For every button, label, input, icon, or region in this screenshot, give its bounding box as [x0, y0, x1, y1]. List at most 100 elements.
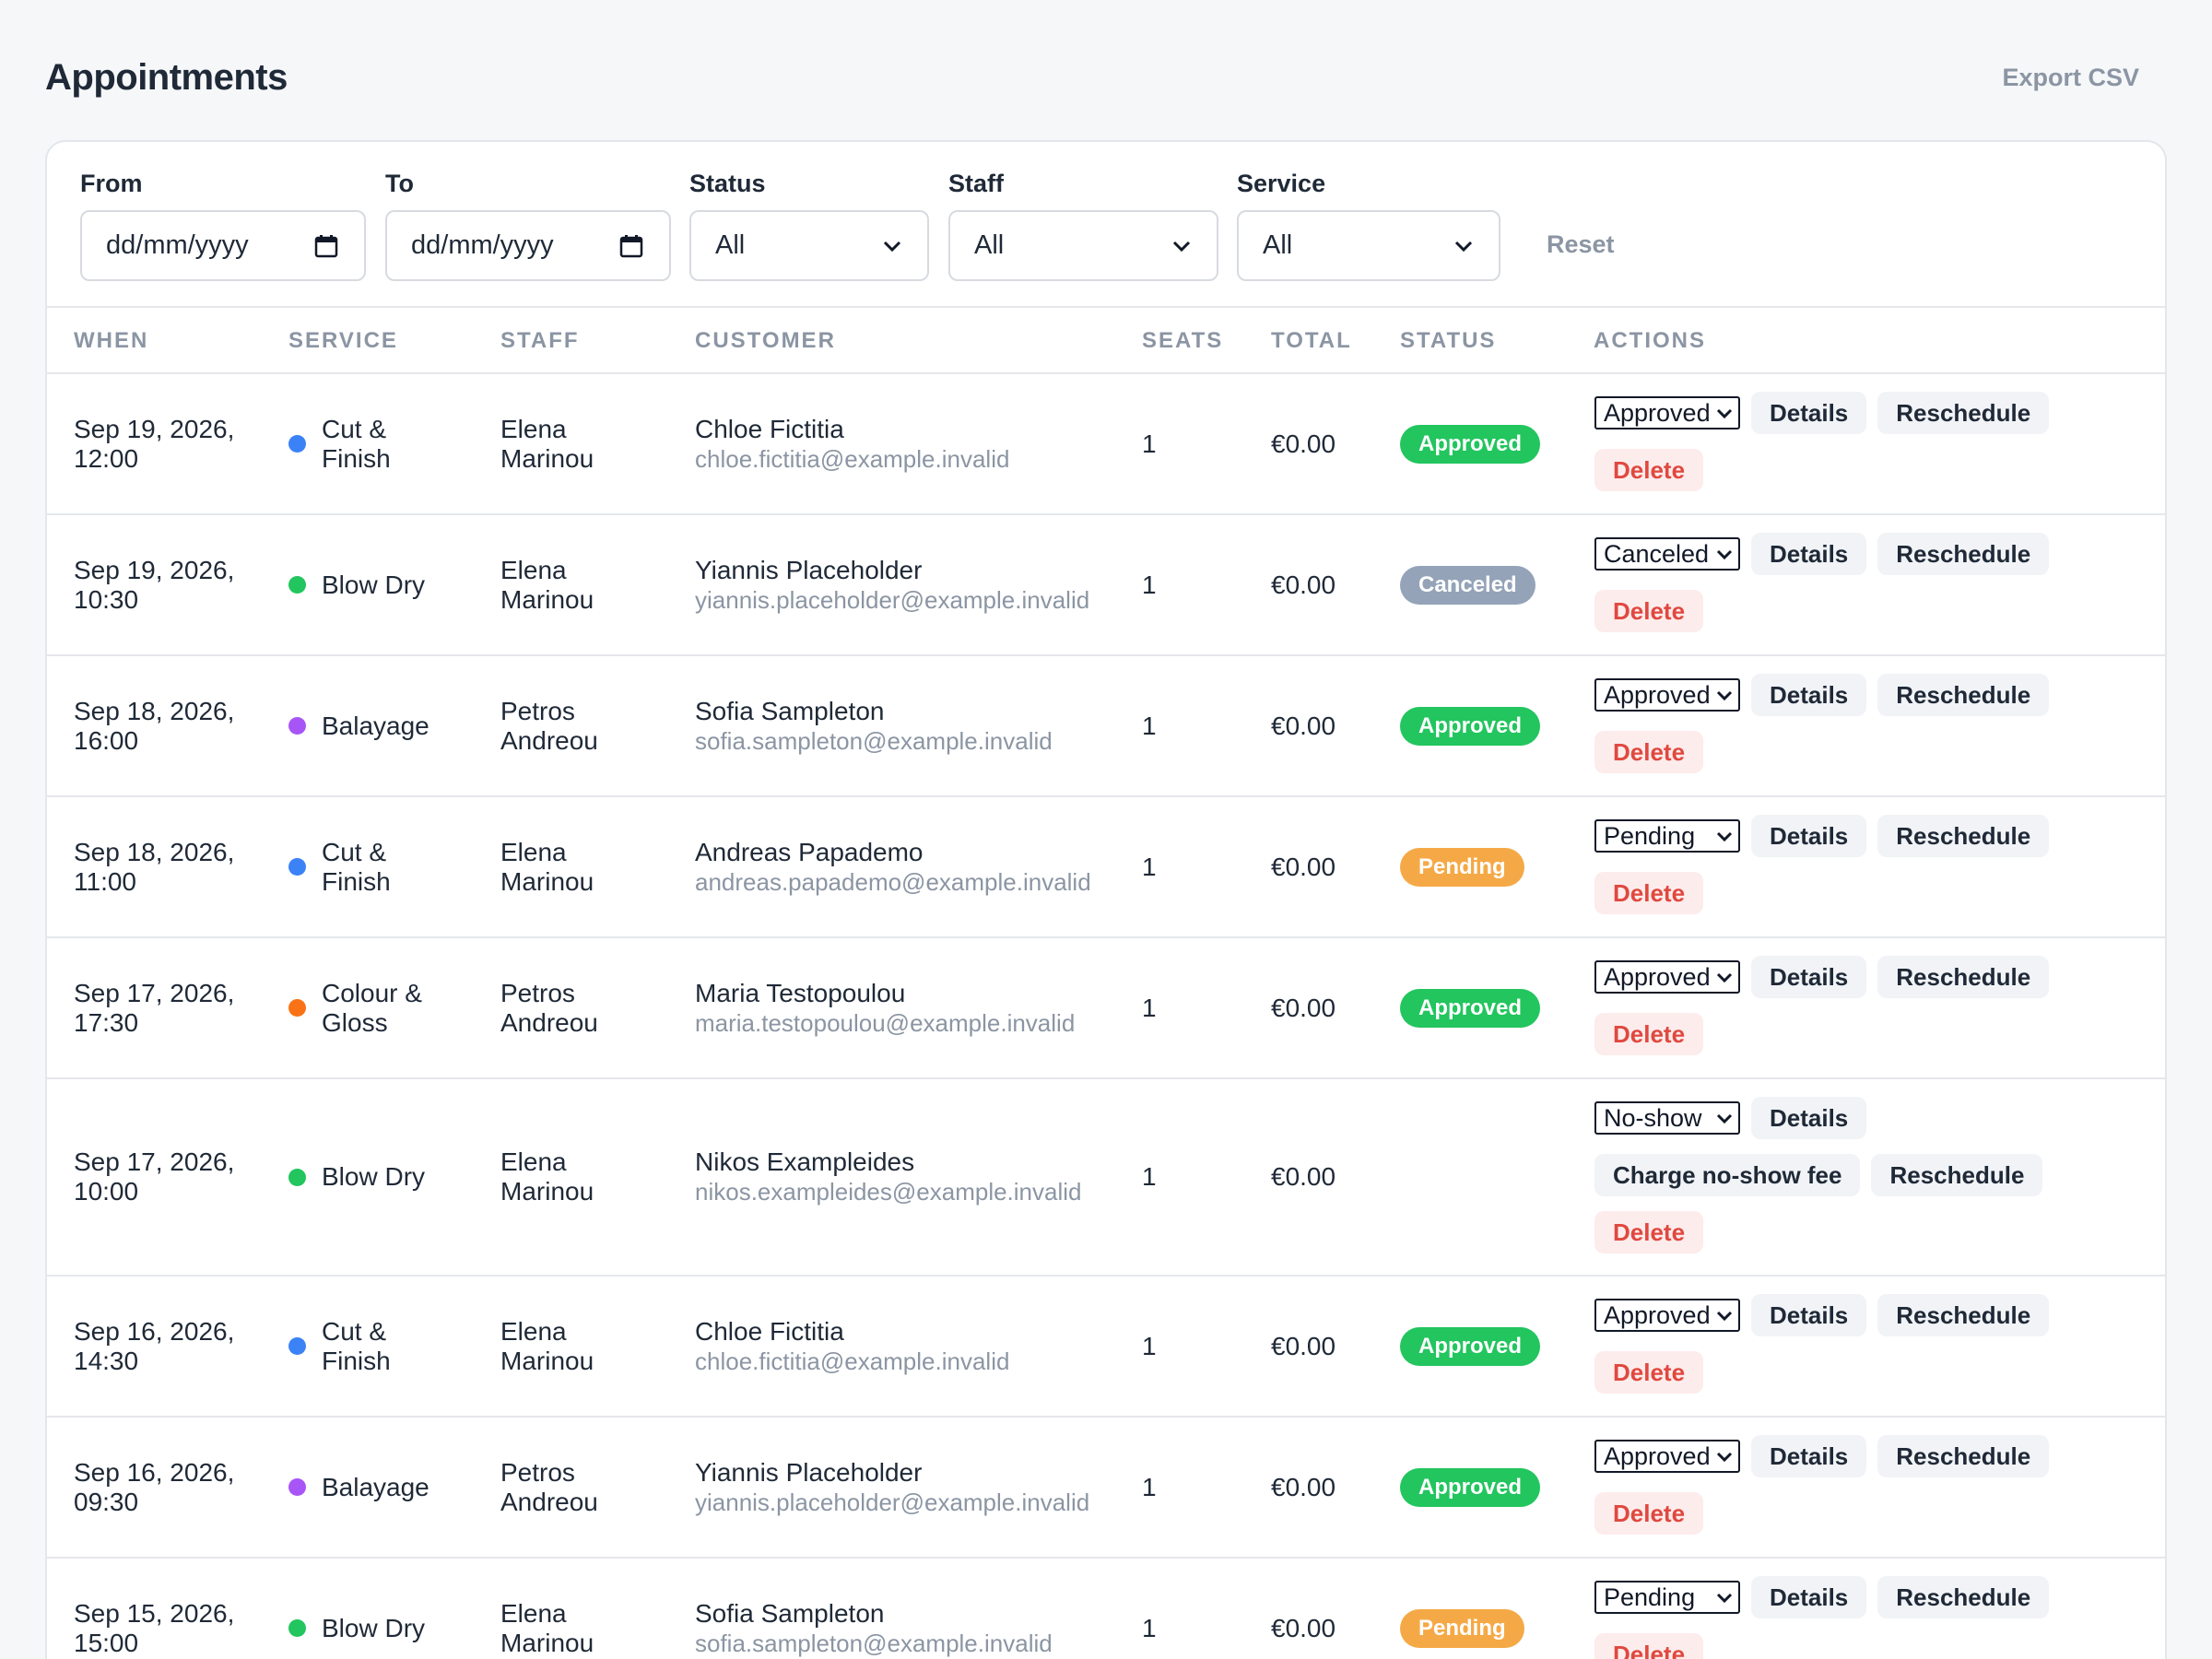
- status-select[interactable]: Pending: [1594, 1581, 1740, 1614]
- delete-button[interactable]: Delete: [1594, 1492, 1704, 1535]
- appointment-time: 12:00: [74, 443, 139, 473]
- status-cell: Approved: [1400, 938, 1584, 1077]
- service-color-dot: [288, 858, 306, 876]
- delete-button[interactable]: Delete: [1594, 1211, 1704, 1253]
- details-button[interactable]: Details: [1751, 1097, 1867, 1139]
- details-button[interactable]: Details: [1751, 674, 1867, 716]
- customer-name: Maria Testopoulou: [695, 978, 906, 1007]
- reschedule-button[interactable]: Reschedule: [1877, 815, 2050, 857]
- total-cell: €0.00: [1271, 1418, 1391, 1557]
- action-line: Pending Details Reschedule: [1594, 815, 2060, 857]
- delete-button[interactable]: Delete: [1594, 1633, 1704, 1659]
- status-select-value: Approved: [1604, 962, 1711, 991]
- details-button[interactable]: Details: [1751, 1294, 1867, 1336]
- status-select[interactable]: Approved: [1594, 678, 1740, 712]
- status-select[interactable]: Pending: [1594, 819, 1740, 853]
- status-badge: Approved: [1400, 706, 1541, 746]
- action-line: Delete: [1594, 1492, 1714, 1535]
- customer-name: Sofia Sampleton: [695, 696, 885, 725]
- reschedule-button[interactable]: Reschedule: [1871, 1154, 2043, 1196]
- service-cell: Blow Dry: [288, 515, 491, 654]
- charge-noshow-fee-button[interactable]: Charge no-show fee: [1594, 1154, 1861, 1196]
- chevron-down-icon: [1716, 830, 1733, 841]
- when-cell: Sep 15, 2026, 15:00: [74, 1559, 267, 1659]
- action-line: Delete: [1594, 1211, 1714, 1253]
- to-date-input[interactable]: dd/mm/yyyy: [385, 210, 671, 281]
- status-select-value: No-show: [1604, 1103, 1702, 1132]
- status-select-value: Pending: [1604, 1583, 1696, 1611]
- seats-value: 1: [1142, 1472, 1157, 1501]
- delete-button[interactable]: Delete: [1594, 731, 1704, 773]
- action-line: No-show Details: [1594, 1097, 1877, 1139]
- col-customer: CUSTOMER: [695, 328, 836, 353]
- details-button[interactable]: Details: [1751, 533, 1867, 575]
- details-button[interactable]: Details: [1751, 1435, 1867, 1477]
- seats-cell: 1: [1142, 1418, 1253, 1557]
- appointment-date: Sep 18, 2026,: [74, 837, 235, 866]
- action-line: Delete: [1594, 1633, 1714, 1659]
- service-name: Blow Dry: [322, 1162, 426, 1191]
- service-name: Blow Dry: [322, 570, 426, 599]
- status-filter-select[interactable]: All: [689, 210, 929, 281]
- delete-button[interactable]: Delete: [1594, 590, 1704, 632]
- reschedule-button[interactable]: Reschedule: [1877, 956, 2050, 998]
- seats-value: 1: [1142, 1162, 1157, 1191]
- details-button[interactable]: Details: [1751, 956, 1867, 998]
- page-header: Appointments Export CSV: [45, 52, 2167, 103]
- action-line: Delete: [1594, 1351, 1714, 1394]
- reschedule-button[interactable]: Reschedule: [1877, 1294, 2050, 1336]
- status-select[interactable]: Approved: [1594, 1299, 1740, 1332]
- details-button[interactable]: Details: [1751, 392, 1867, 434]
- service-cell: Balayage: [288, 656, 491, 795]
- total-cell: €0.00: [1271, 374, 1391, 513]
- staff-name: Elena Marinou: [500, 414, 594, 473]
- status-select[interactable]: Canceled: [1594, 537, 1740, 571]
- row-actions: No-show Details Charge no-show fee Reschedu…: [1594, 1079, 2111, 1277]
- delete-button[interactable]: Delete: [1594, 449, 1704, 491]
- details-button[interactable]: Details: [1751, 815, 1867, 857]
- export-csv-button[interactable]: Export CSV: [1993, 56, 2167, 100]
- reschedule-button[interactable]: Reschedule: [1877, 1576, 2050, 1618]
- service-filter-select[interactable]: All: [1237, 210, 1500, 281]
- when-cell: Sep 19, 2026, 12:00: [74, 374, 267, 513]
- reschedule-button[interactable]: Reschedule: [1877, 1435, 2050, 1477]
- customer-email: nikos.exampleides@example.invalid: [695, 1178, 1082, 1206]
- status-select[interactable]: Approved: [1594, 960, 1740, 994]
- calendar-icon[interactable]: [619, 234, 643, 258]
- action-line: Delete: [1594, 1013, 1714, 1055]
- reschedule-button[interactable]: Reschedule: [1877, 392, 2050, 434]
- staff-name: Elena Marinou: [500, 837, 594, 896]
- reset-filters-button[interactable]: Reset: [1547, 230, 1615, 258]
- service-color-dot: [288, 1337, 306, 1355]
- delete-button[interactable]: Delete: [1594, 872, 1704, 914]
- reschedule-button[interactable]: Reschedule: [1877, 533, 2050, 575]
- total-cell: €0.00: [1271, 797, 1391, 936]
- from-date-input[interactable]: dd/mm/yyyy: [80, 210, 366, 281]
- action-line: Delete: [1594, 449, 1714, 491]
- status-select[interactable]: Approved: [1594, 1440, 1740, 1473]
- delete-button[interactable]: Delete: [1594, 1351, 1704, 1394]
- customer-name: Sofia Sampleton: [695, 1598, 885, 1628]
- table-row: Sep 16, 2026, 14:30 Cut & Finish Elena Mari…: [47, 1277, 2165, 1418]
- service-color-dot: [288, 435, 306, 453]
- col-when: WHEN: [74, 328, 149, 353]
- staff-filter-select[interactable]: All: [948, 210, 1218, 281]
- customer-email: yiannis.placeholder@example.invalid: [695, 585, 1090, 614]
- service-cell: Blow Dry: [288, 1559, 491, 1659]
- details-button[interactable]: Details: [1751, 1576, 1867, 1618]
- staff-name: Elena Marinou: [500, 1598, 594, 1657]
- reschedule-button[interactable]: Reschedule: [1877, 674, 2050, 716]
- seats-value: 1: [1142, 429, 1157, 458]
- customer-name: Yiannis Placeholder: [695, 555, 923, 584]
- chevron-down-icon: [1716, 548, 1733, 559]
- delete-button[interactable]: Delete: [1594, 1013, 1704, 1055]
- seats-cell: 1: [1142, 1559, 1253, 1659]
- chevron-down-icon: [1716, 1592, 1733, 1603]
- seats-cell: 1: [1142, 374, 1253, 513]
- table-row: Sep 17, 2026, 10:00 Blow Dry Elena Marinou N…: [47, 1079, 2165, 1277]
- calendar-icon[interactable]: [314, 234, 338, 258]
- status-select[interactable]: No-show: [1594, 1101, 1740, 1135]
- total-value: €0.00: [1271, 993, 1336, 1022]
- service-name: Cut & Finish: [322, 414, 391, 473]
- status-select[interactable]: Approved: [1594, 396, 1740, 429]
